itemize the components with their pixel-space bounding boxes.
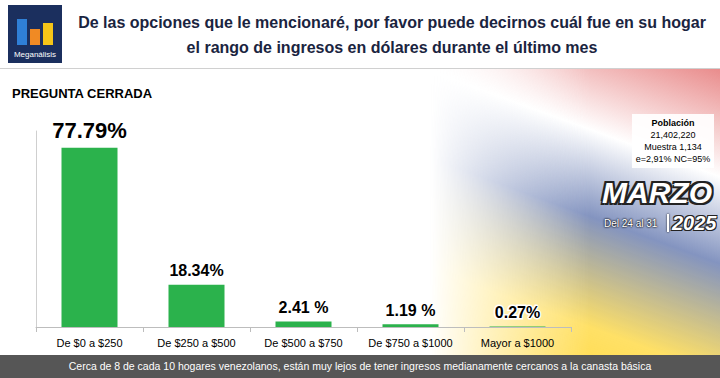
html-text:Población: Población xyxy=(651,118,695,128)
html-text:MARZO: MARZO xyxy=(602,176,712,209)
svg-text:18.34%: 18.34% xyxy=(169,262,223,279)
svg-text:De $750 a $1000: De $750 a $1000 xyxy=(368,337,452,349)
html-text:De las opciones que le mencion: De las opciones que le mencionaré, por f… xyxy=(78,14,706,56)
html-text:21,402,220: 21,402,220 xyxy=(650,130,696,140)
html-text:2025: 2025 xyxy=(672,212,717,234)
svg-text:0.27%: 0.27% xyxy=(495,304,540,321)
svg-text:De $500 a $750: De $500 a $750 xyxy=(264,337,342,349)
svg-text:De $0 a $250: De $0 a $250 xyxy=(56,337,122,349)
html-text:Muestra 1,134: Muestra 1,134 xyxy=(644,142,702,152)
html-text:e=2,91% NC=95%: e=2,91% NC=95% xyxy=(635,154,711,164)
svg-text:Mayor a $1000: Mayor a $1000 xyxy=(481,337,554,349)
html-text:Del 24 al 31: Del 24 al 31 xyxy=(604,218,658,229)
svg-text:De $250 a $500: De $250 a $500 xyxy=(157,337,235,349)
svg-text:2.41 %: 2.41 % xyxy=(279,299,329,316)
html-text:Meganálisis: Meganálisis xyxy=(13,50,57,59)
svg-text:77.79%: 77.79% xyxy=(52,118,127,143)
html-text:Cerca de 8 de cada 10 hogares: Cerca de 8 de cada 10 hogares venezolano… xyxy=(68,360,652,372)
html-text:PREGUNTA CERRADA: PREGUNTA CERRADA xyxy=(12,86,153,101)
svg-text:1.19 %: 1.19 % xyxy=(386,302,436,319)
